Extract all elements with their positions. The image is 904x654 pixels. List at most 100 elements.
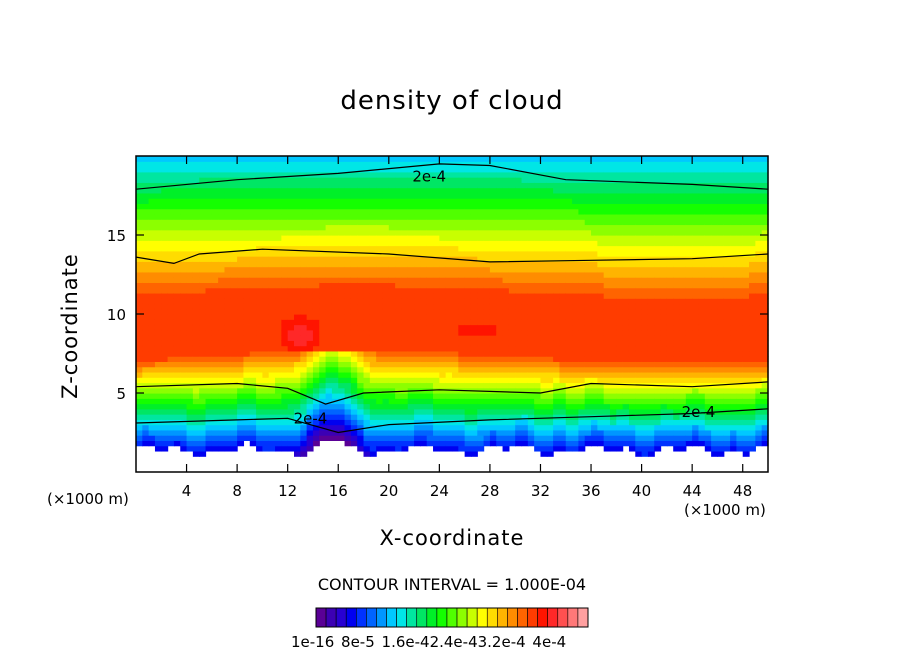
heat-cell bbox=[584, 250, 592, 257]
heat-cell bbox=[692, 298, 700, 305]
heat-cell bbox=[508, 192, 516, 199]
heat-cell bbox=[628, 192, 636, 199]
heat-cell bbox=[603, 292, 611, 299]
heat-cell bbox=[243, 240, 251, 247]
heat-cell bbox=[388, 319, 396, 326]
heat-cell bbox=[167, 261, 175, 268]
heat-cell bbox=[173, 340, 181, 347]
heat-cell bbox=[275, 371, 282, 378]
heat-cell bbox=[180, 208, 188, 215]
heat-cell bbox=[527, 208, 535, 215]
heat-cell bbox=[262, 414, 270, 420]
heat-cell bbox=[622, 171, 630, 178]
heat-cell bbox=[591, 235, 598, 241]
heat-cell bbox=[382, 187, 390, 194]
heat-cell bbox=[275, 208, 282, 215]
heat-cell bbox=[401, 303, 409, 310]
heat-cell bbox=[256, 377, 263, 384]
heat-cell bbox=[173, 235, 181, 241]
heat-cell bbox=[616, 256, 624, 262]
heat-cell bbox=[666, 298, 674, 305]
heat-cell bbox=[230, 282, 238, 289]
heat-cell bbox=[136, 213, 143, 220]
heat-cell bbox=[211, 256, 219, 262]
heat-cell bbox=[344, 203, 352, 210]
heat-cell bbox=[616, 261, 624, 268]
heat-cell bbox=[603, 250, 611, 257]
heat-cell bbox=[616, 182, 624, 189]
heat-cell bbox=[161, 298, 169, 305]
heat-cell bbox=[388, 377, 396, 384]
heat-cell bbox=[452, 235, 459, 241]
heat-cell bbox=[641, 445, 649, 452]
heat-cell bbox=[666, 329, 674, 336]
heat-cell bbox=[180, 440, 188, 447]
heat-cell bbox=[464, 198, 472, 204]
heat-cell bbox=[660, 240, 668, 247]
heat-cell bbox=[610, 361, 617, 368]
heat-cell bbox=[458, 250, 466, 257]
heat-cell bbox=[268, 319, 276, 326]
heat-cell bbox=[148, 208, 156, 215]
heat-cell bbox=[300, 450, 308, 457]
heat-cell bbox=[521, 277, 529, 283]
heat-cell bbox=[647, 403, 655, 410]
heat-cell bbox=[287, 198, 295, 204]
heat-cell bbox=[597, 382, 605, 389]
heat-cell bbox=[331, 208, 339, 215]
heat-cell bbox=[508, 303, 516, 310]
heat-cell bbox=[268, 324, 276, 331]
heat-cell bbox=[312, 435, 320, 441]
heat-cell bbox=[502, 398, 510, 405]
heat-cell bbox=[180, 414, 188, 420]
heat-cell bbox=[603, 414, 611, 420]
heat-cell bbox=[287, 250, 295, 257]
heat-cell bbox=[527, 171, 535, 178]
heat-cell bbox=[344, 403, 352, 410]
heat-cell bbox=[654, 277, 662, 283]
heat-cell bbox=[180, 377, 188, 384]
heat-cell bbox=[357, 335, 365, 341]
heat-cell bbox=[287, 219, 295, 226]
heat-cell bbox=[161, 408, 169, 415]
heat-cell bbox=[603, 382, 611, 389]
heat-cell bbox=[679, 161, 687, 168]
heat-cell bbox=[243, 213, 251, 220]
heat-cell bbox=[319, 329, 327, 336]
heat-cell bbox=[142, 161, 150, 168]
heat-cell bbox=[584, 371, 592, 378]
heat-cell bbox=[401, 224, 409, 231]
heat-cell bbox=[458, 177, 466, 183]
heat-cell bbox=[167, 335, 175, 341]
heat-cell bbox=[306, 319, 314, 326]
heat-cell bbox=[230, 208, 238, 215]
heat-cell bbox=[224, 277, 232, 283]
heat-cell bbox=[180, 240, 188, 247]
heat-cell bbox=[154, 324, 162, 331]
heat-cell bbox=[546, 224, 554, 231]
heat-cell bbox=[452, 398, 459, 405]
heat-cell bbox=[224, 282, 232, 289]
heat-cell bbox=[369, 171, 377, 178]
heat-cell bbox=[275, 219, 282, 226]
heat-cell bbox=[654, 335, 662, 341]
heat-cell bbox=[300, 198, 308, 204]
heat-cell bbox=[559, 277, 567, 283]
heat-cell bbox=[407, 229, 415, 236]
heat-cell bbox=[572, 377, 579, 384]
heat-cell bbox=[666, 350, 674, 357]
heat-cell bbox=[414, 287, 421, 294]
heat-cell bbox=[445, 224, 453, 231]
heat-cell bbox=[546, 240, 554, 247]
heat-cell bbox=[414, 229, 421, 236]
heat-cell bbox=[256, 156, 263, 162]
heat-cell bbox=[647, 366, 655, 373]
heat-cell bbox=[572, 329, 579, 336]
heat-cell bbox=[502, 340, 510, 347]
heat-cell bbox=[205, 256, 213, 262]
heat-cell bbox=[218, 219, 226, 226]
heat-cell bbox=[173, 403, 181, 410]
heat-cell bbox=[477, 224, 485, 231]
heat-cell bbox=[654, 445, 662, 452]
heat-cell bbox=[666, 266, 674, 273]
